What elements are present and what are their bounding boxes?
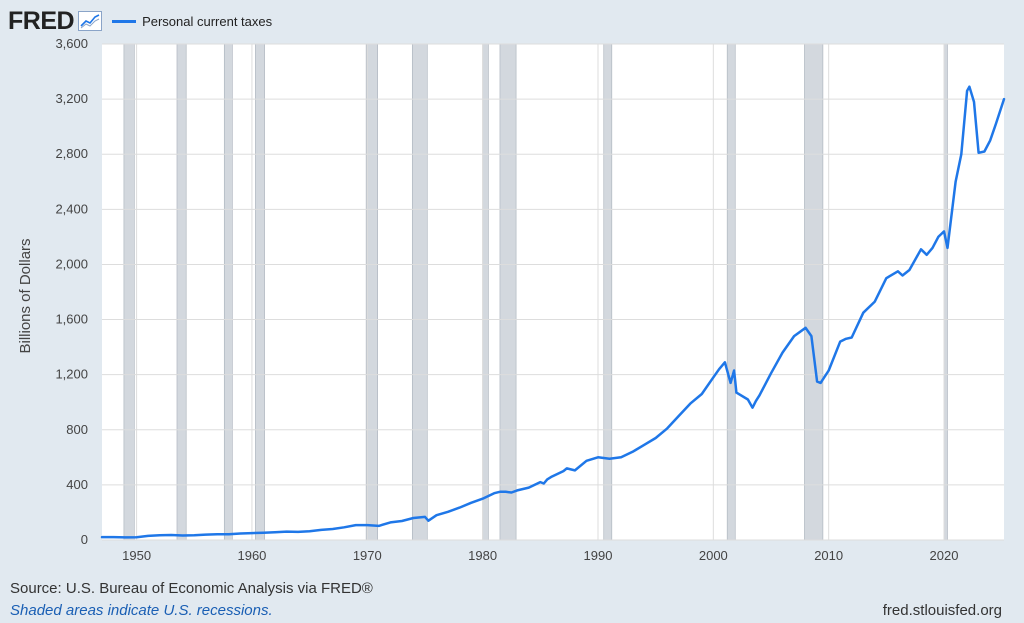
x-axis-ticks: 1950 1960 1970 1980 1990 2000 2010 2020 (122, 548, 958, 563)
recession-band (176, 43, 187, 541)
y-tick-label: 2,400 (55, 201, 88, 216)
y-axis-ticks: 0 400 800 1,200 1,600 2,000 2,400 2,800 3,200 3,6… (55, 36, 88, 547)
y-axis-title: Billions of Dollars (17, 238, 34, 353)
x-tick-label: 1980 (468, 548, 497, 563)
x-tick-label: 2020 (930, 548, 959, 563)
y-tick-label: 1,600 (55, 312, 88, 327)
recession-band (123, 43, 135, 541)
y-tick-label: 2,800 (55, 146, 88, 161)
recession-band (411, 43, 428, 541)
recession-band (365, 43, 378, 541)
x-tick-label: 1970 (353, 548, 382, 563)
recession-band (223, 43, 233, 541)
x-tick-label: 1990 (584, 548, 613, 563)
x-tick-label: 2010 (814, 548, 843, 563)
legend: Personal current taxes (112, 14, 272, 29)
y-tick-label: 1,200 (55, 367, 88, 382)
recession-band (726, 43, 736, 541)
series-layer (100, 85, 1006, 539)
recession-note: Shaded areas indicate U.S. recessions. (10, 602, 273, 619)
legend-label[interactable]: Personal current taxes (142, 13, 273, 29)
recession-band (603, 43, 613, 541)
fred-url[interactable]: fred.stlouisfed.org (882, 602, 1002, 619)
y-tick-label: 3,600 (55, 36, 88, 51)
y-tick-label: 400 (66, 477, 88, 492)
recession-band (499, 43, 517, 541)
x-tick-label: 1950 (122, 548, 151, 563)
recession-band (255, 43, 265, 541)
line-chart-icon (78, 11, 103, 31)
fred-logo[interactable]: FRED (8, 7, 75, 35)
source-note: Source: U.S. Bureau of Economic Analysis… (10, 580, 373, 597)
x-tick-label: 2000 (699, 548, 728, 563)
y-tick-label: 2,000 (55, 256, 88, 271)
header: FRED Personal current taxes (8, 6, 272, 36)
legend-swatch (112, 19, 137, 23)
y-tick-label: 0 (81, 532, 88, 547)
recession-band (943, 43, 948, 541)
recession-band (804, 43, 824, 541)
x-tick-label: 1960 (237, 548, 266, 563)
y-tick-label: 800 (66, 422, 88, 437)
y-tick-label: 3,200 (55, 91, 88, 106)
plot-area (102, 44, 1004, 540)
recession-band (482, 43, 489, 541)
series-line (100, 85, 1006, 539)
